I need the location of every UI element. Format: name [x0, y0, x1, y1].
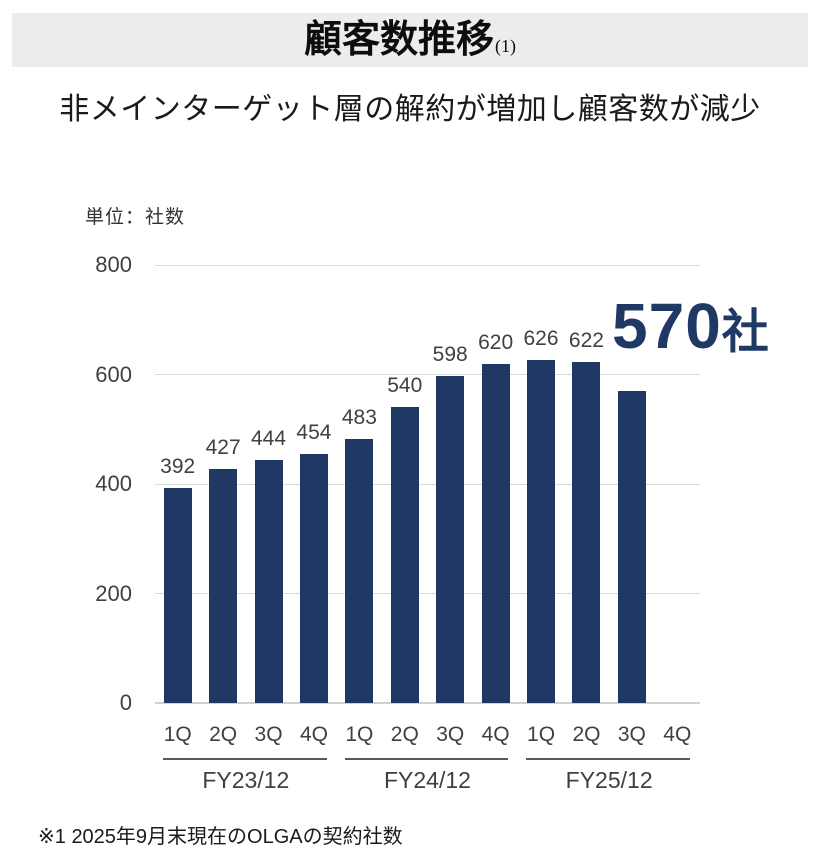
x-axis-label-9: 2Q — [572, 723, 601, 746]
x-axis-line — [155, 702, 700, 704]
bar-value-label: 620 — [478, 330, 514, 354]
page-title-note: (1) — [495, 36, 516, 56]
bar-value-label: 392 — [160, 455, 196, 479]
bar-4Q-7 — [481, 363, 510, 703]
x-axis-label-1: 2Q — [209, 723, 238, 746]
gridline-800 — [155, 264, 700, 266]
highlight-value: 570社 — [612, 294, 769, 358]
x-axis-label-10: 3Q — [617, 723, 646, 746]
bar-2Q-5 — [390, 407, 419, 703]
fy-group-line-0 — [163, 758, 327, 760]
fy-group-label-0: FY23/12 — [202, 767, 290, 793]
page-title: 顧客数推移(1) — [304, 21, 516, 59]
bar-1Q-0 — [163, 488, 192, 703]
highlight-unit: 社 — [721, 305, 769, 358]
highlight-number: 570 — [612, 290, 722, 362]
bar-value-label: 622 — [568, 329, 604, 353]
fy-group-label-1: FY24/12 — [384, 767, 471, 793]
bar-3Q-2 — [254, 459, 283, 703]
x-axis-label-11: 4Q — [663, 723, 692, 746]
bar-1Q-8 — [527, 360, 556, 703]
y-axis-label-600: 600 — [95, 361, 132, 387]
x-axis-label-2: 3Q — [254, 723, 283, 746]
bar-4Q-3 — [299, 454, 328, 703]
gridline-400 — [155, 483, 700, 485]
bar-chart: 570社 0 200 400 600 800 392 1Q 427 2Q 444 3Q 454 4Q 48… — [95, 252, 769, 793]
gridline-600 — [155, 374, 700, 375]
gridline-200 — [155, 593, 700, 594]
bar-value-label: 598 — [432, 342, 468, 366]
subtitle: 非メインターゲット層の解約が増加し顧客数が減少 — [59, 93, 761, 126]
fy-group-line-2 — [526, 758, 690, 760]
y-axis-label-400: 400 — [95, 471, 132, 496]
x-axis-label-4: 1Q — [345, 723, 374, 746]
y-axis-label-200: 200 — [95, 580, 132, 606]
page-title-text: 顧客数推移 — [303, 19, 494, 61]
title-band: 顧客数推移(1) — [12, 13, 808, 67]
fy-group-label-2: FY25/12 — [565, 767, 653, 793]
bar-1Q-4 — [345, 438, 374, 703]
x-axis-label-5: 2Q — [390, 723, 419, 746]
x-axis-label-6: 3Q — [436, 723, 465, 746]
x-axis-label-7: 4Q — [481, 723, 510, 746]
bar-2Q-9 — [572, 362, 601, 703]
y-axis-label-0: 0 — [119, 690, 132, 715]
bar-3Q-6 — [436, 375, 465, 703]
bar-2Q-1 — [209, 469, 238, 703]
y-axis-label-800: 800 — [95, 252, 132, 277]
fy-group-line-1 — [344, 758, 509, 760]
bar-value-label: 626 — [523, 327, 559, 351]
bar-value-label: 454 — [296, 421, 332, 445]
x-axis-label-0: 1Q — [163, 723, 192, 746]
bar-value-label: 427 — [205, 436, 241, 460]
x-axis-label-8: 1Q — [527, 723, 556, 746]
footnote: ※1 2025年9月末現在のOLGAの契約社数 — [38, 826, 403, 848]
bar-value-label: 483 — [341, 405, 377, 429]
unit-label: 単位：社数 — [85, 207, 186, 228]
bar-3Q-10 — [617, 390, 646, 703]
bar-value-label: 540 — [387, 374, 423, 398]
bar-value-label: 444 — [251, 426, 287, 450]
x-axis-label-3: 4Q — [299, 723, 328, 746]
